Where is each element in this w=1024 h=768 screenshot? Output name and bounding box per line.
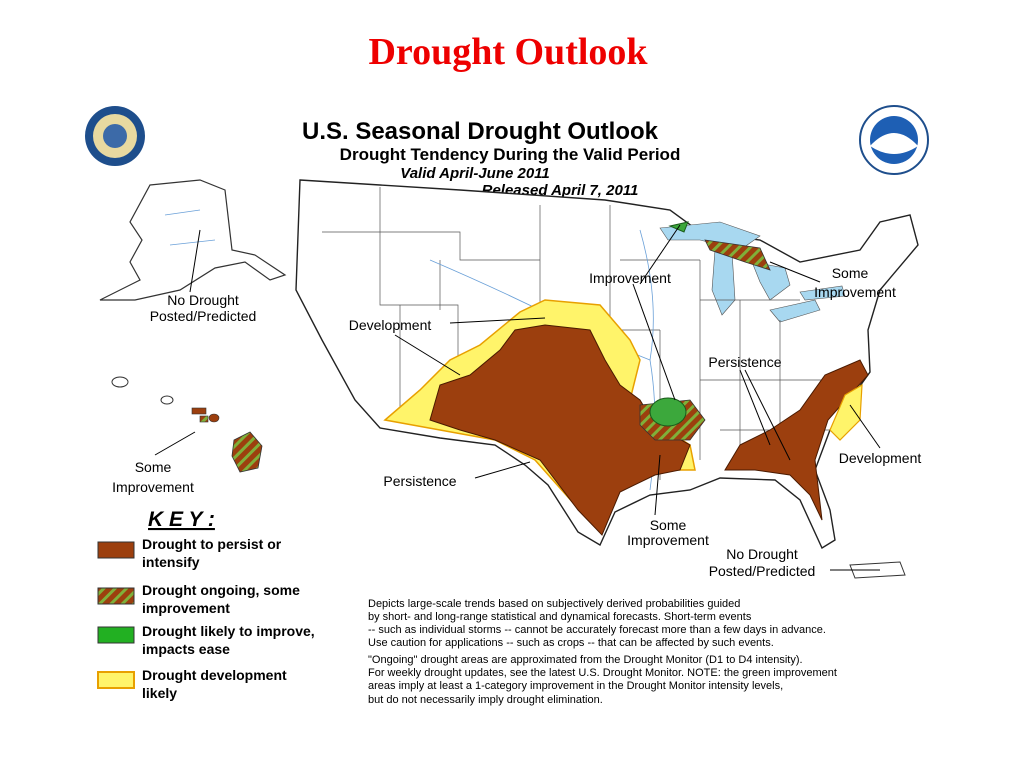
text-line: No Drought bbox=[726, 546, 798, 562]
annotation: Some Improvement bbox=[814, 265, 896, 300]
map-shape bbox=[744, 369, 791, 461]
text-line: Drought likely to improve, bbox=[142, 623, 315, 639]
text-line: intensify bbox=[142, 554, 200, 570]
text-line: Improvement bbox=[814, 284, 896, 300]
map-shape bbox=[154, 431, 196, 456]
map-shape bbox=[449, 317, 546, 324]
text-line: Development bbox=[839, 450, 922, 466]
michigan-hatched-area bbox=[704, 239, 771, 271]
map-shape bbox=[474, 461, 531, 479]
map-shape bbox=[632, 283, 676, 401]
persistence-area-southeast bbox=[724, 359, 869, 521]
text-line: Use caution for applications -- such as … bbox=[368, 637, 774, 649]
valid-period: Valid April-June 2011 bbox=[400, 165, 550, 182]
map-shape bbox=[103, 124, 127, 148]
map-shape bbox=[654, 454, 661, 516]
text-line: Drought to persist or bbox=[142, 536, 282, 552]
annotation: Some Improvement bbox=[112, 459, 194, 495]
map-shape bbox=[739, 369, 771, 446]
map-shape bbox=[191, 407, 207, 415]
map-shape bbox=[199, 415, 209, 423]
annotation: No Drought Posted/Predicted bbox=[709, 546, 816, 579]
notes: Depicts large-scale trends based on subj… bbox=[368, 598, 840, 706]
map-title: U.S. Seasonal Drought Outlook bbox=[302, 118, 659, 145]
text-line: For weekly drought updates, see the late… bbox=[368, 667, 837, 679]
annotation: Persistence bbox=[708, 354, 781, 370]
alaska bbox=[99, 179, 287, 301]
key-label: Drought likely to improve, impacts ease bbox=[142, 623, 315, 657]
annotation-arrows bbox=[154, 224, 881, 571]
text-line: likely bbox=[142, 685, 177, 701]
text-line: by short- and long-range statistical and… bbox=[368, 611, 752, 623]
slide-title: Drought Outlook bbox=[368, 31, 648, 73]
text-line: impacts ease bbox=[142, 641, 230, 657]
text-line: Development bbox=[349, 317, 432, 333]
text-line: but do not necessarily imply drought eli… bbox=[368, 694, 603, 706]
commerce-seal bbox=[85, 106, 145, 166]
map-shape bbox=[231, 431, 263, 473]
annotation: Persistence bbox=[383, 473, 456, 489]
map-shape bbox=[799, 285, 846, 301]
text-line: Some bbox=[832, 265, 869, 281]
key-label: Drought ongoing, some improvement bbox=[142, 582, 300, 616]
improvement-area bbox=[649, 397, 687, 427]
text-line: "Ongoing" drought areas are approximated… bbox=[368, 654, 803, 666]
map-shape bbox=[111, 376, 129, 388]
text-line: improvement bbox=[142, 600, 230, 616]
noaa-logo bbox=[859, 105, 929, 175]
map-shape bbox=[769, 261, 821, 283]
map-shape bbox=[769, 299, 821, 323]
annotation: Improvement bbox=[589, 270, 671, 286]
key-label: Drought development likely bbox=[142, 667, 287, 701]
text-line: Depicts large-scale trends based on subj… bbox=[368, 598, 740, 610]
text-line: Improvement bbox=[589, 270, 671, 286]
key-title: K E Y : bbox=[148, 508, 215, 531]
text-line: Improvement bbox=[627, 532, 709, 548]
text-line: -- such as individual storms -- cannot b… bbox=[368, 624, 826, 636]
annotation: Some Improvement bbox=[627, 517, 709, 548]
map-shape bbox=[189, 229, 201, 293]
key-swatch bbox=[97, 626, 135, 644]
text-line: Drought development bbox=[142, 667, 287, 683]
map-shape bbox=[208, 413, 220, 423]
map-shape bbox=[394, 334, 461, 376]
map-shape bbox=[399, 260, 441, 420]
map-shape bbox=[322, 231, 540, 261]
key-label: Drought to persist or intensify bbox=[142, 536, 282, 570]
key-swatch bbox=[97, 671, 135, 689]
hawaii bbox=[111, 376, 263, 473]
map-shape bbox=[160, 395, 174, 405]
annotation: No Drought Posted/Predicted bbox=[150, 292, 257, 324]
text-line: No Drought bbox=[167, 292, 239, 308]
annotation: Development bbox=[349, 317, 432, 333]
text-line: Posted/Predicted bbox=[150, 308, 257, 324]
text-line: areas imply at least a 1-category improv… bbox=[368, 680, 783, 692]
map-subtitle: Drought Tendency During the Valid Period bbox=[340, 145, 681, 164]
map-shape bbox=[700, 299, 860, 470]
map-shape bbox=[164, 209, 216, 246]
text-line: Improvement bbox=[112, 479, 194, 495]
text-line: Drought ongoing, some bbox=[142, 582, 300, 598]
map-shape bbox=[849, 404, 881, 449]
text-line: Persistence bbox=[708, 354, 781, 370]
map-shape bbox=[751, 261, 791, 301]
text-line: Persistence bbox=[383, 473, 456, 489]
text-line: Posted/Predicted bbox=[709, 563, 816, 579]
map-shape bbox=[870, 133, 918, 154]
text-line: Some bbox=[650, 517, 687, 533]
annotation: Development bbox=[839, 450, 922, 466]
development-area-east bbox=[829, 383, 863, 441]
key-swatch bbox=[97, 541, 135, 559]
map-shape bbox=[639, 224, 681, 285]
key-swatch bbox=[97, 587, 135, 605]
text-line: Some bbox=[135, 459, 172, 475]
